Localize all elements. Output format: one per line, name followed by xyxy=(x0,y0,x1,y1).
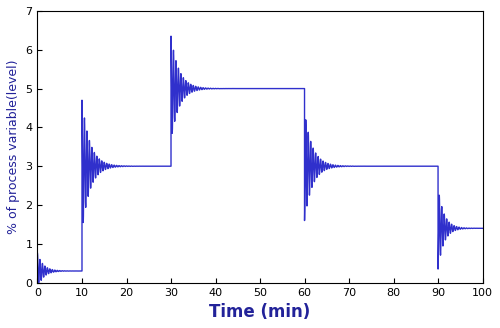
Y-axis label: % of process variable(level): % of process variable(level) xyxy=(7,60,20,234)
X-axis label: Time (min): Time (min) xyxy=(210,303,310,321)
